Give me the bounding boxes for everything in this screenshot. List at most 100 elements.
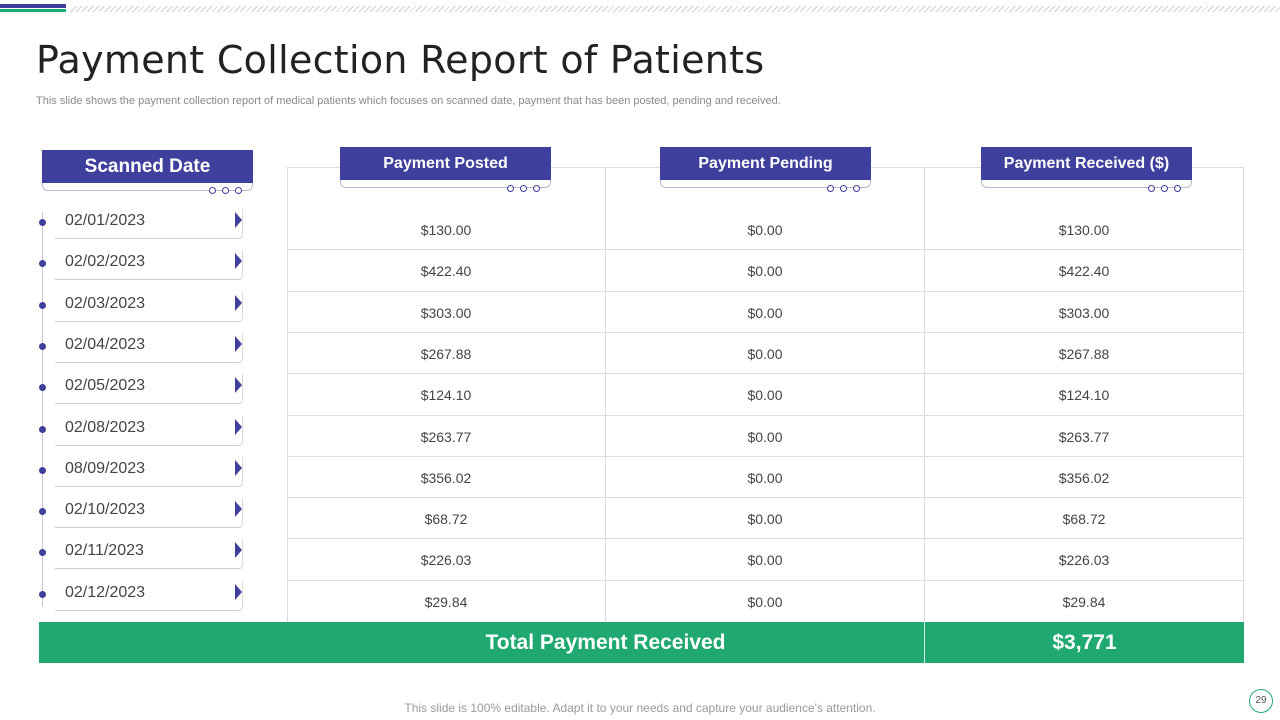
- cell-posted: $267.88: [420, 345, 472, 362]
- bullet-dot-icon: [39, 590, 46, 598]
- cell-posted: $422.40: [420, 263, 472, 280]
- arrow-right-icon: [235, 294, 242, 311]
- top-hatch-decoration: [70, 6, 1280, 12]
- page-title: Payment Collection Report of Patients: [36, 38, 765, 82]
- posted-dots-decoration: [507, 185, 540, 192]
- arrow-right-icon: [235, 335, 242, 352]
- date-list-item: 08/09/2023: [55, 456, 243, 487]
- arrow-right-icon: [235, 377, 242, 394]
- cell-received: $263.77: [1058, 428, 1110, 445]
- row-divider: [287, 455, 1244, 457]
- bullet-dot-icon: [39, 384, 46, 392]
- payment-pending-header-tab: [660, 180, 871, 188]
- scanned-date-header: Scanned Date: [42, 150, 253, 183]
- row-divider: [287, 497, 1244, 499]
- date-list-item: 02/11/2023: [55, 539, 243, 570]
- cell-received: $422.40: [1058, 263, 1110, 280]
- row-divider: [287, 249, 1244, 251]
- total-separator: [924, 622, 925, 663]
- arrow-right-icon: [235, 542, 242, 559]
- cell-pending: $0.00: [747, 222, 783, 238]
- total-bar: [39, 622, 1244, 663]
- total-value: $3,771: [1052, 631, 1117, 654]
- date-list-item: 02/03/2023: [55, 291, 243, 322]
- scanned-date-header-tab: [42, 183, 253, 191]
- bullet-dot-icon: [39, 301, 46, 309]
- pending-dots-decoration: [827, 185, 860, 192]
- cell-received: $226.03: [1058, 552, 1110, 569]
- row-divider: [287, 331, 1244, 333]
- cell-pending: $0.00: [747, 345, 783, 362]
- cell-posted: $29.84: [424, 593, 468, 610]
- date-label: 02/08/2023: [65, 418, 146, 436]
- column-divider: [605, 167, 606, 622]
- cell-pending: $0.00: [747, 263, 783, 280]
- date-label: 02/02/2023: [65, 253, 146, 271]
- received-dots-decoration: [1148, 185, 1181, 192]
- cell-posted: $356.02: [420, 469, 472, 486]
- cell-pending: $0.00: [747, 428, 783, 445]
- date-list-item: 02/02/2023: [55, 250, 243, 281]
- cell-pending: $0.00: [747, 469, 783, 486]
- date-label: 02/03/2023: [65, 294, 146, 312]
- top-accent-bar-green: [0, 9, 66, 12]
- cell-posted: $263.77: [420, 428, 472, 445]
- column-divider: [924, 167, 925, 622]
- date-list-item: 02/10/2023: [55, 498, 243, 529]
- top-accent-bar-blue: [0, 4, 66, 8]
- row-divider: [287, 414, 1244, 416]
- cell-pending: $0.00: [747, 552, 783, 569]
- payment-posted-header-tab: [340, 180, 551, 188]
- bullet-dot-icon: [39, 260, 46, 268]
- cell-received: $130.00: [1058, 222, 1110, 238]
- date-label: 02/10/2023: [65, 501, 146, 519]
- cell-received: $303.00: [1058, 304, 1110, 321]
- date-label: 02/12/2023: [65, 583, 146, 601]
- page-number: 29: [1249, 689, 1273, 713]
- date-label: 08/09/2023: [65, 459, 146, 477]
- page-subtitle: This slide shows the payment collection …: [36, 95, 781, 107]
- date-label: 02/05/2023: [65, 377, 146, 395]
- arrow-right-icon: [235, 418, 242, 435]
- payment-pending-header: Payment Pending: [660, 147, 871, 180]
- cell-pending: $0.00: [747, 387, 783, 404]
- cell-posted: $226.03: [420, 552, 472, 569]
- bullet-dot-icon: [39, 425, 46, 433]
- cell-pending: $0.00: [747, 593, 783, 610]
- date-label: 02/11/2023: [65, 542, 144, 560]
- total-label: Total Payment Received: [485, 631, 726, 654]
- payment-posted-header: Payment Posted: [340, 147, 551, 180]
- arrow-right-icon: [235, 501, 242, 518]
- payment-received-header: Payment Received ($): [981, 147, 1192, 180]
- date-list-item: 02/01/2023: [55, 209, 243, 239]
- bullet-dot-icon: [39, 342, 46, 350]
- cell-pending: $0.00: [747, 304, 783, 321]
- cell-received: $356.02: [1058, 469, 1110, 486]
- row-divider: [287, 373, 1244, 375]
- row-divider: [287, 579, 1244, 581]
- bullet-dot-icon: [39, 466, 46, 474]
- arrow-right-icon: [235, 583, 242, 600]
- row-divider: [287, 538, 1244, 540]
- bullet-dot-icon: [39, 508, 46, 516]
- date-timeline-line: [42, 212, 43, 607]
- date-label: 02/01/2023: [65, 212, 146, 229]
- cell-posted: $68.72: [424, 511, 468, 528]
- date-label: 02/04/2023: [65, 335, 146, 353]
- date-list-item: 02/08/2023: [55, 415, 243, 446]
- bullet-dot-icon: [39, 219, 46, 226]
- arrow-right-icon: [235, 212, 242, 228]
- cell-posted: $130.00: [420, 222, 472, 238]
- cell-posted: $124.10: [420, 387, 472, 404]
- footer-note: This slide is 100% editable. Adapt it to…: [404, 701, 876, 715]
- scanned-date-dots-decoration: [209, 187, 242, 194]
- payment-received-header-tab: [981, 180, 1192, 188]
- date-list-item: 02/12/2023: [55, 580, 243, 611]
- cell-received: $124.10: [1058, 387, 1110, 404]
- row-divider: [287, 290, 1244, 292]
- arrow-right-icon: [235, 459, 242, 476]
- date-list-item: 02/04/2023: [55, 332, 243, 363]
- bullet-dot-icon: [39, 549, 46, 557]
- date-list-item: 02/05/2023: [55, 374, 243, 405]
- arrow-right-icon: [235, 253, 242, 270]
